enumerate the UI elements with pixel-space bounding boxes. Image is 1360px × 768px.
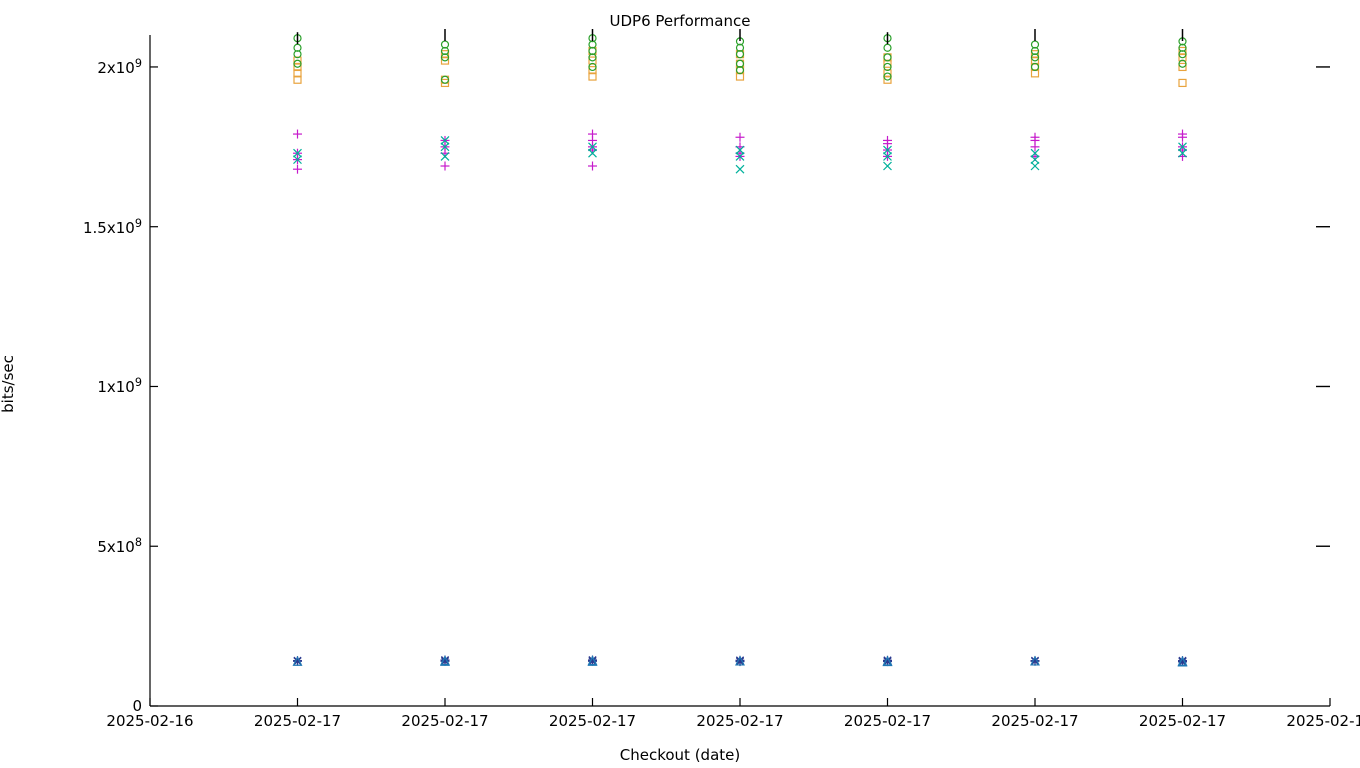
x-tick-label: 2025-02-17 bbox=[844, 712, 931, 730]
x-tick-label: 2025-02-17 bbox=[1286, 712, 1360, 730]
y-tick-label: 5x108 bbox=[97, 536, 142, 556]
x-tick-label: 2025-02-16 bbox=[106, 712, 193, 730]
x-tick-label: 2025-02-17 bbox=[401, 712, 488, 730]
y-tick-label: 2x109 bbox=[97, 57, 142, 77]
chart-container: UDP6 Performance bits/sec Checkout (date… bbox=[0, 0, 1360, 768]
x-tick-label: 2025-02-17 bbox=[1139, 712, 1226, 730]
scatter-plot bbox=[0, 0, 1360, 768]
x-tick-label: 2025-02-17 bbox=[991, 712, 1078, 730]
y-tick-label: 1x109 bbox=[97, 376, 142, 396]
x-tick-label: 2025-02-17 bbox=[254, 712, 341, 730]
x-tick-label: 2025-02-17 bbox=[696, 712, 783, 730]
x-tick-label: 2025-02-17 bbox=[549, 712, 636, 730]
y-tick-label: 1.5x109 bbox=[83, 217, 142, 237]
